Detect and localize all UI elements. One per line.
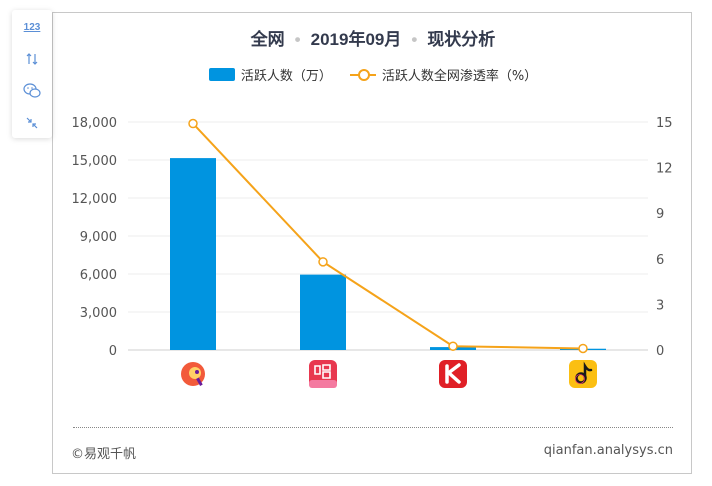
legend-item-line[interactable]: 活跃人数全网渗透率（%） <box>349 65 538 84</box>
line-point[interactable] <box>188 118 198 129</box>
source-credit: ©易观千帆 <box>71 447 137 462</box>
y-right-tick-label: 0 <box>656 344 664 359</box>
y-right-tick-label: 9 <box>656 207 664 222</box>
y-right-tick-label: 15 <box>656 116 673 131</box>
line-series <box>192 122 584 350</box>
legend-item-bar[interactable]: 活跃人数（万） <box>208 65 332 84</box>
chang-icon <box>309 360 337 388</box>
chart-legend: 活跃人数（万） 活跃人数全网渗透率（%） <box>53 65 693 84</box>
douyin-icon <box>569 360 597 388</box>
y-left-tick-label: 18,000 <box>72 116 118 131</box>
chart-toolbar: 123 <box>12 10 52 138</box>
y-left-tick-label: 6,000 <box>80 268 117 283</box>
k-song-icon <box>439 360 467 388</box>
legend-line-swatch <box>349 68 376 81</box>
shrink-icon[interactable] <box>20 112 44 134</box>
sort-icon[interactable] <box>20 48 44 70</box>
y-right-tick-label: 6 <box>656 253 664 268</box>
show-numbers-button[interactable]: 123 <box>23 21 41 33</box>
y-right-tick-label: 3 <box>656 298 664 313</box>
legend-bar-label: 活跃人数（万） <box>240 69 332 84</box>
mic-bird-icon <box>181 362 205 386</box>
combo-chart: 0 3,000 6,000 9,000 12,000 15,000 18,000 0 3 6 9 12… <box>72 116 673 388</box>
source-url[interactable]: qianfan.analysys.cn <box>543 443 673 458</box>
line-point[interactable] <box>318 257 328 267</box>
legend-line-label: 活跃人数全网渗透率（%） <box>381 69 538 84</box>
y-left-tick-label: 3,000 <box>80 306 117 321</box>
y-left-tick-label: 12,000 <box>72 192 118 207</box>
title-period: 2019年09月 <box>310 30 402 49</box>
title-scope: 全网 <box>250 30 285 49</box>
title-subject: 现状分析 <box>427 30 496 49</box>
legend-bar-swatch <box>208 68 235 81</box>
bar[interactable] <box>170 158 216 350</box>
chart-title: 全网 • 2019年09月 • 现状分析 <box>53 25 693 50</box>
line-point[interactable] <box>448 341 458 351</box>
chart-card: 全网 • 2019年09月 • 现状分析 活跃人数（万） 活跃人数全网渗透率（%） 0 3… <box>52 12 692 474</box>
title-separator: • <box>294 30 301 49</box>
y-right-tick-label: 12 <box>656 162 673 177</box>
y-left-tick-label: 9,000 <box>80 230 117 245</box>
y-left-tick-label: 0 <box>109 344 117 359</box>
title-separator: • <box>411 30 418 49</box>
line-point[interactable] <box>578 343 588 354</box>
bar[interactable] <box>300 274 346 350</box>
y-left-tick-label: 15,000 <box>72 154 118 169</box>
footer-divider <box>73 427 673 428</box>
wechat-icon[interactable] <box>20 80 44 102</box>
